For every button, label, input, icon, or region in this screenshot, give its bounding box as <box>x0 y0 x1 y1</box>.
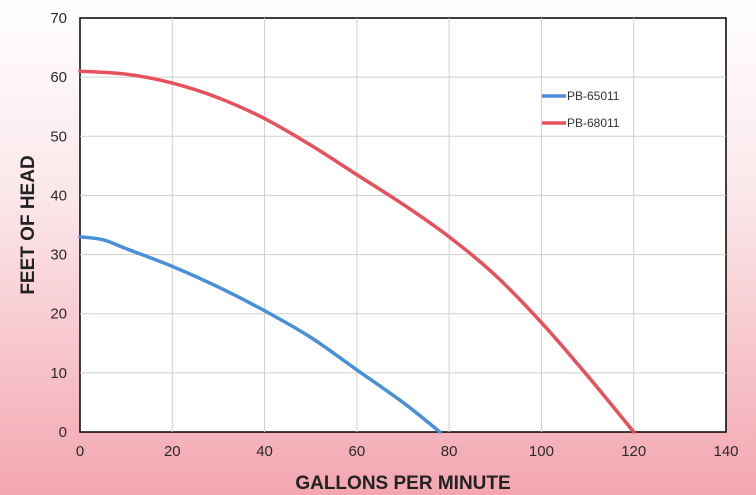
y-tick-label: 30 <box>50 247 67 264</box>
plot-area <box>79 17 727 433</box>
y-tick-label: 60 <box>50 69 67 86</box>
y-tick-label: 0 <box>59 424 67 441</box>
series-line-pb-68011 <box>78 69 636 434</box>
x-tick-label: 80 <box>441 443 458 460</box>
legend: PB-65011 PB-68011 <box>542 89 620 130</box>
x-tick-label: 120 <box>621 443 646 460</box>
y-tick-label: 40 <box>50 187 67 204</box>
x-tick-label: 100 <box>529 443 554 460</box>
x-tick-label: 140 <box>713 443 738 460</box>
series-line-pb-65011 <box>78 235 442 434</box>
y-axis-title: FEET OF HEAD <box>18 155 39 294</box>
x-tick-label: 40 <box>256 443 273 460</box>
y-axis-ticks: 0 10 20 30 40 50 60 70 <box>50 10 67 441</box>
legend-label: PB-68011 <box>567 116 620 130</box>
x-tick-label: 20 <box>164 443 181 460</box>
x-axis-title: GALLONS PER MINUTE <box>295 473 510 494</box>
y-tick-label: 70 <box>50 10 67 27</box>
x-tick-label: 60 <box>349 443 366 460</box>
grid <box>80 18 726 432</box>
series-lines <box>78 69 636 434</box>
y-tick-label: 20 <box>50 306 67 323</box>
x-axis-ticks: 0 20 40 60 80 100 120 140 <box>76 443 739 460</box>
y-tick-label: 10 <box>50 365 67 382</box>
x-tick-label: 0 <box>76 443 84 460</box>
legend-label: PB-65011 <box>567 89 620 103</box>
y-tick-label: 50 <box>50 128 67 145</box>
